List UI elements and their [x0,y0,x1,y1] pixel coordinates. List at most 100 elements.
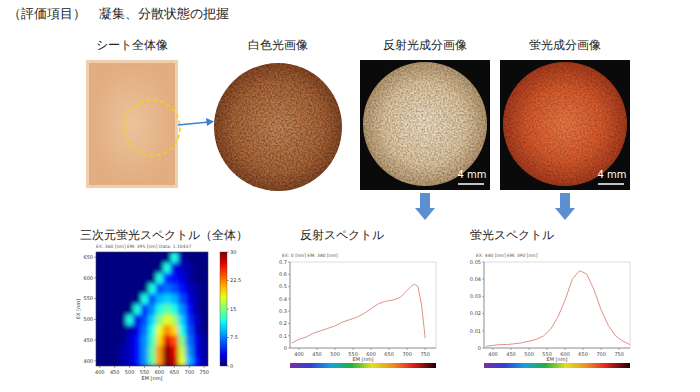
x-tick-label: 750 [614,351,624,357]
heat-cell [163,325,171,336]
heat-cell [201,356,208,366]
plot-frame [290,262,436,348]
colorbar-tick-label: 15 [230,306,236,312]
heat-cell [148,335,156,346]
y-tick [482,262,484,263]
heat-cell [126,356,134,366]
heat-cell [186,335,194,346]
colorbar-tick-label: 22.5 [230,277,241,283]
y-axis [290,262,291,348]
y-tick-label: 0.1 [279,333,287,339]
chart-subtitle: EX: 440 [nm] EM: 390 [nm] [476,253,538,258]
colorbar-tick-label: 7.5 [230,334,238,340]
sample-disc [363,62,487,186]
heat-cell [171,283,179,294]
heat-cell [178,252,186,263]
heat-cell [96,252,104,263]
heat-cell [193,293,201,304]
heat-cell [126,335,134,346]
heat-cell [193,262,201,273]
heat-cell [186,345,194,356]
x-tick [189,366,190,368]
heat-cell [118,262,126,273]
heat-cell [148,252,156,263]
y-tick-label: 0 [478,345,481,351]
heat-cell [141,304,149,315]
heat-cell [133,356,141,366]
heat-cell [163,356,171,366]
heat-cell [186,293,194,304]
heat-cell [96,356,104,366]
heat-cell [118,283,126,294]
x-axis [484,348,630,349]
texture [214,63,342,191]
heat-cell [148,304,156,315]
colorbar-tick [227,280,229,281]
y-tick [288,286,290,287]
x-tick-label: 750 [199,369,209,375]
image-label: 白色光画像 [248,38,308,52]
sheet-photo [86,60,180,188]
heat-cell [193,356,201,366]
y-tick [94,319,96,320]
y-tick [482,279,484,280]
y-tick [288,335,290,336]
heat-cell [103,273,111,284]
heat-cell [193,314,201,325]
heat-cell [103,314,111,325]
x-tick-label: 750 [420,351,430,357]
heat-cell [126,304,134,315]
heat-cell [201,325,208,336]
y-tick [94,277,96,278]
y-tick [482,348,484,349]
heat-cell [96,293,104,304]
chart-subtitle: EX: 0 [nm] EM: 380 [nm] [282,253,338,258]
heat-cell [126,252,134,263]
heat-cell [193,325,201,336]
x-tick-label: 500 [524,351,534,357]
x-tick [144,366,145,368]
heat-cell [103,252,111,263]
heat-cell [201,252,208,263]
x-tick [129,366,130,368]
plot-area [96,252,208,366]
y-tick-label: 600 [83,275,93,281]
heat-cell [111,335,119,346]
heat-cell [178,345,186,356]
reflection-image [360,60,490,190]
heat-cell [111,304,119,315]
heat-cell [96,325,104,336]
heat-cell [141,252,149,263]
heat-cell [118,252,126,263]
heat-cell [133,283,141,294]
y-tick [94,360,96,361]
plot-frame [96,252,208,366]
y-tick [482,330,484,331]
heat-cell [201,283,208,294]
heat-cell [163,345,171,356]
heat-cell [156,283,164,294]
x-tick-label: 650 [578,351,588,357]
heat-cell [141,262,149,273]
x-tick-label: 500 [125,369,135,375]
arrow-head [206,118,214,126]
heat-cell [148,273,156,284]
heat-cell [186,325,194,336]
heat-cell [178,293,186,304]
heat-cell [133,252,141,263]
x-tick [159,366,160,368]
y-tick-label: 0.04 [470,276,481,282]
heat-cell [163,262,171,273]
sample-disc [214,63,342,191]
heat-cell [111,262,119,273]
heat-cell [201,293,208,304]
y-axis-label: EX [nm] [75,299,81,319]
heat-cell [156,345,164,356]
heat-cell [96,335,104,346]
sample-disc [503,62,627,186]
y-tick-label: 0.02 [470,310,481,316]
white-light-image [214,63,342,191]
colorbar-tick-label: 0 [230,363,233,369]
heat-cell [163,314,171,325]
y-tick [288,262,290,263]
